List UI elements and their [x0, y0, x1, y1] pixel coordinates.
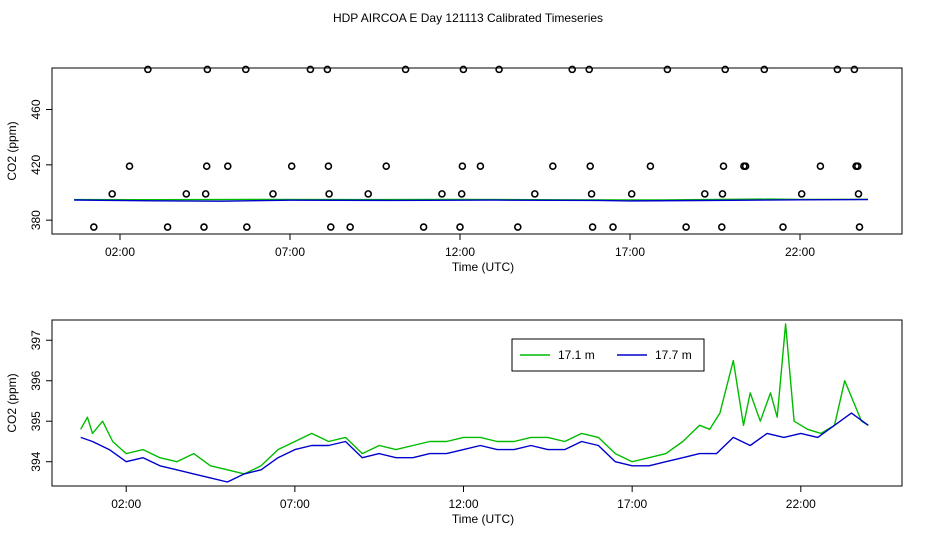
bottom-panel: 02:00 07:00 12:00 17:00 22:00 394 395 396 397 Tim… [5, 319, 903, 526]
legend-label: 17.7 m [655, 348, 692, 362]
data-point [682, 223, 690, 231]
figure-title: HDP AIRCOA E Day 121113 Calibrated Times… [333, 11, 603, 25]
data-point [346, 223, 354, 231]
data-point [816, 162, 825, 171]
data-point [125, 162, 134, 171]
data-point [627, 190, 636, 198]
data-point [568, 65, 577, 74]
data-point [663, 65, 672, 74]
series-line [74, 198, 869, 202]
data-point [586, 162, 595, 171]
data-point [202, 162, 211, 171]
data-point [588, 223, 597, 231]
data-point [741, 162, 750, 171]
x-axis-label: Time (UTC) [452, 512, 514, 526]
data-point [163, 223, 172, 231]
data-point [587, 190, 596, 198]
data-point [854, 190, 863, 198]
data-point [700, 190, 709, 198]
data-point [269, 190, 277, 198]
plot-frame [51, 67, 903, 235]
y-tick-label: 420 [29, 155, 43, 175]
data-point [108, 190, 116, 198]
series-line-1 [80, 412, 869, 483]
y-tick-label: 394 [29, 451, 43, 471]
data-point [646, 162, 655, 171]
x-axis-label: Time (UTC) [452, 260, 514, 274]
data-point [513, 223, 522, 231]
data-point [853, 162, 862, 171]
data-point [306, 65, 315, 74]
y-tick-label: 395 [29, 411, 43, 431]
data-point [243, 223, 251, 231]
top-panel: 02:00 07:00 12:00 17:00 22:00 380 420 460 Time (… [5, 65, 903, 274]
x-tick-label: 17:00 [617, 497, 647, 511]
data-point [287, 162, 296, 171]
data-point [382, 162, 391, 171]
y-axis-label: CO2 (ppm) [5, 121, 19, 180]
y-tick-label: 380 [29, 210, 43, 230]
data-point [719, 162, 728, 171]
x-tick-label: 22:00 [786, 497, 816, 511]
data-point [833, 65, 842, 74]
data-point [438, 190, 446, 198]
data-point [530, 190, 539, 198]
y-axis-label: CO2 (ppm) [5, 373, 19, 432]
x-tick-label: 02:00 [111, 497, 141, 511]
data-point [718, 190, 727, 198]
data-point [203, 65, 212, 74]
x-tick-label: 17:00 [615, 245, 645, 259]
series-line-0 [80, 323, 869, 475]
data-point [721, 65, 730, 74]
legend-label: 17.1 m [558, 348, 595, 362]
data-point [495, 65, 503, 74]
data-point [458, 162, 467, 171]
plot-frame [51, 319, 903, 487]
data-point [326, 223, 335, 231]
data-point [242, 65, 250, 74]
x-tick-label: 07:00 [280, 497, 310, 511]
data-point [223, 162, 232, 171]
data-point [850, 65, 859, 74]
data-point [419, 223, 428, 231]
x-tick-label: 07:00 [275, 245, 305, 259]
data-point [324, 162, 333, 171]
x-tick-label: 12:00 [445, 245, 475, 259]
data-point [457, 190, 466, 198]
data-point [549, 162, 557, 171]
data-point [201, 190, 210, 198]
data-point [90, 223, 98, 231]
y-tick-label: 396 [29, 370, 43, 390]
data-point [200, 223, 208, 231]
y-tick-label: 397 [29, 330, 43, 350]
data-point [476, 162, 485, 171]
data-point [585, 65, 594, 74]
x-tick-label: 22:00 [785, 245, 815, 259]
y-tick-label: 460 [29, 99, 43, 119]
data-point [401, 65, 410, 74]
data-point [456, 223, 464, 231]
data-point [144, 65, 152, 74]
data-point [609, 223, 617, 231]
data-point [459, 65, 468, 74]
data-point [797, 190, 806, 198]
data-point [779, 223, 787, 231]
data-point [364, 190, 373, 198]
data-point [717, 223, 726, 231]
x-tick-label: 12:00 [448, 497, 478, 511]
data-point [760, 65, 769, 74]
data-point [855, 223, 864, 231]
x-tick-label: 02:00 [105, 245, 135, 259]
data-point [323, 65, 332, 74]
data-point [325, 190, 333, 198]
data-point [182, 190, 191, 198]
